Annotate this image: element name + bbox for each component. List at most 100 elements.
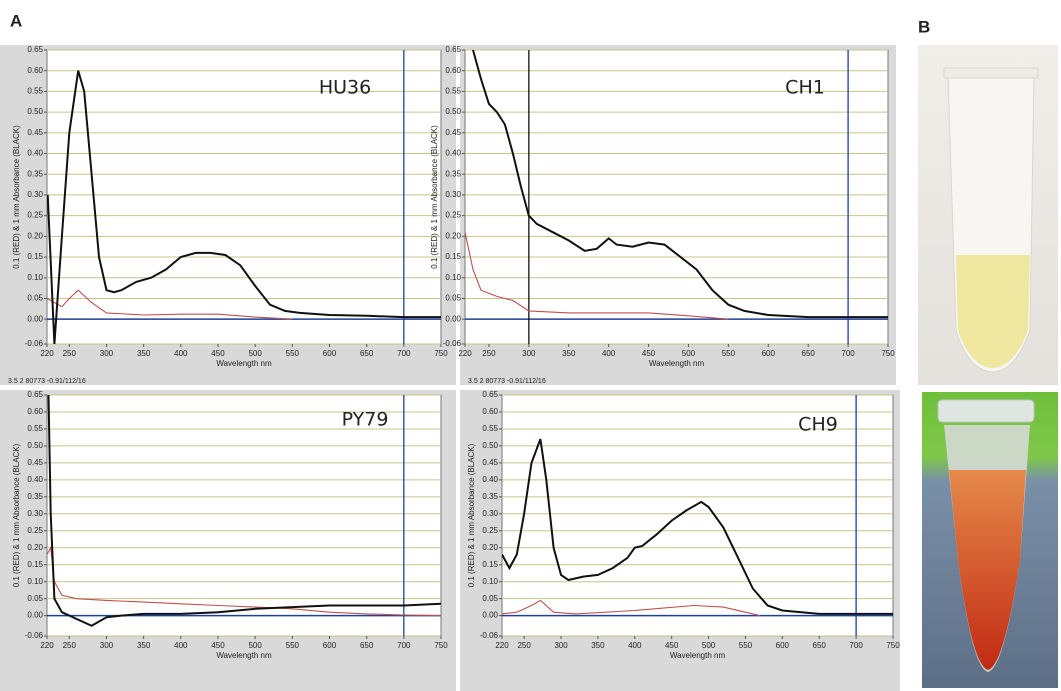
y-tick-label: 0.35: [445, 169, 461, 178]
y-tick-label: 0.55: [27, 424, 43, 433]
y-tick-label: 0.55: [27, 87, 43, 96]
y-tick-label: 0.50: [445, 107, 461, 116]
x-tick-label: 220: [40, 349, 54, 358]
y-tick-label: 0.35: [482, 492, 498, 501]
x-tick-label: 400: [628, 641, 642, 650]
y-tick-label: 0.20: [482, 543, 498, 552]
y-tick-label: 0.05: [482, 594, 498, 603]
y-tick-label: 0.35: [27, 169, 43, 178]
strain-label: CH9: [798, 414, 838, 436]
y-tick-label: 0.25: [27, 526, 43, 535]
strain-label: CH1: [785, 77, 825, 99]
y-tick-label: 0.40: [482, 475, 498, 484]
x-tick-label: 500: [248, 349, 262, 358]
y-tick-label: 0.35: [27, 492, 43, 501]
x-tick-label: 350: [137, 641, 151, 650]
y-tick-label: 0.60: [27, 66, 43, 75]
x-tick-label: 500: [682, 349, 696, 358]
y-tick-label: 0.20: [445, 231, 461, 240]
x-tick-label: 450: [211, 641, 225, 650]
x-tick-label: 400: [174, 349, 188, 358]
x-tick-label: 500: [248, 641, 262, 650]
y-axis-label: 0.1 (RED) & 1 mm Absorbance (BLACK): [430, 125, 439, 269]
x-tick-label: 700: [841, 349, 855, 358]
y-axis-label: 0.1 (RED) & 1 mm Absorbance (BLACK): [12, 443, 21, 587]
x-tick-label: 350: [562, 349, 576, 358]
x-tick-label: 550: [286, 349, 300, 358]
strain-label: HU36: [319, 77, 371, 99]
y-tick-label: 0.50: [27, 107, 43, 116]
y-tick-label: 0.00: [482, 611, 498, 620]
x-tick-label: 700: [849, 641, 863, 650]
x-tick-label: 750: [881, 349, 895, 358]
y-tick-label: 0.25: [445, 211, 461, 220]
y-tick-label: 0.45: [445, 128, 461, 137]
y-tick-label: 0.65: [482, 390, 498, 399]
y-tick-label: 0.15: [27, 560, 43, 569]
y-tick-label: -0.06: [443, 339, 462, 348]
x-tick-label: 600: [762, 349, 776, 358]
x-tick-label: 700: [397, 349, 411, 358]
strain-label: PY79: [342, 409, 389, 431]
y-tick-label: 0.60: [445, 66, 461, 75]
y-axis-label: 0.1 (RED) & 1 mm Absorbance (BLACK): [12, 125, 21, 269]
y-tick-label: 0.15: [445, 252, 461, 261]
photo-yellow: [918, 45, 1058, 385]
x-tick-label: 350: [137, 349, 151, 358]
y-tick-label: 0.10: [482, 577, 498, 586]
chart: -0.060.000.050.100.150.200.250.300.350.4…: [460, 390, 900, 691]
figure: A B -0.060.000.050.100.150.200.250.300.3…: [0, 0, 1061, 691]
y-tick-label: 0.40: [27, 475, 43, 484]
x-tick-label: 220: [495, 641, 509, 650]
x-tick-label: 450: [211, 349, 225, 358]
y-tick-label: 0.10: [27, 273, 43, 282]
x-tick-label: 300: [554, 641, 568, 650]
y-axis-label: 0.1 (RED) & 1 mm Absorbance (BLACK): [467, 443, 476, 587]
x-tick-label: 750: [886, 641, 900, 650]
x-tick-label: 550: [286, 641, 300, 650]
y-tick-label: 0.55: [482, 424, 498, 433]
x-tick-label: 400: [602, 349, 616, 358]
y-tick-label: 0.40: [445, 149, 461, 158]
y-tick-label: 0.10: [27, 577, 43, 586]
x-axis-label: Wavelength nm: [670, 651, 726, 660]
x-tick-label: 700: [397, 641, 411, 650]
y-tick-label: 0.55: [445, 87, 461, 96]
y-tick-label: 0.15: [27, 252, 43, 261]
y-tick-label: 0.50: [27, 441, 43, 450]
y-tick-label: 0.45: [27, 128, 43, 137]
y-tick-label: 0.00: [27, 314, 43, 323]
plot-area: [47, 50, 441, 344]
y-tick-label: 0.60: [27, 407, 43, 416]
photo-orange: [922, 392, 1058, 688]
y-tick-label: 0.65: [27, 390, 43, 399]
x-tick-label: 300: [100, 641, 114, 650]
y-tick-label: 0.65: [27, 45, 43, 54]
y-tick-label: 0.15: [482, 560, 498, 569]
y-tick-label: 0.30: [27, 190, 43, 199]
y-tick-label: 0.05: [445, 294, 461, 303]
x-tick-label: 450: [642, 349, 656, 358]
y-tick-label: 0.30: [27, 509, 43, 518]
y-tick-label: -0.06: [25, 339, 44, 348]
x-axis-label: Wavelength nm: [216, 359, 272, 368]
x-tick-label: 750: [434, 349, 448, 358]
footer: 3.5 2 80773 -0.91/112/16: [468, 378, 546, 385]
y-tick-label: -0.06: [480, 631, 499, 640]
x-tick-label: 500: [702, 641, 716, 650]
chart: -0.06 0.00 0.05 0.10 0.15 0.20 0.25 0.30 0.35 0.4…: [430, 45, 896, 385]
y-tick-label: 0.40: [27, 149, 43, 158]
x-tick-label: 650: [360, 641, 374, 650]
y-tick-label: 0.20: [27, 231, 43, 240]
y-tick-label: 0.10: [445, 273, 461, 282]
y-tick-label: 0.05: [27, 294, 43, 303]
x-tick-label: 600: [323, 641, 337, 650]
y-tick-label: 0.00: [445, 314, 461, 323]
chart: -0.060.000.050.100.150.200.250.300.350.4…: [0, 45, 456, 385]
x-tick-label: 300: [100, 349, 114, 358]
x-axis-label: Wavelength nm: [216, 651, 272, 660]
x-tick-label: 450: [665, 641, 679, 650]
y-tick-label: 0.30: [445, 190, 461, 199]
x-tick-label: 600: [323, 349, 337, 358]
x-tick-label: 550: [722, 349, 736, 358]
